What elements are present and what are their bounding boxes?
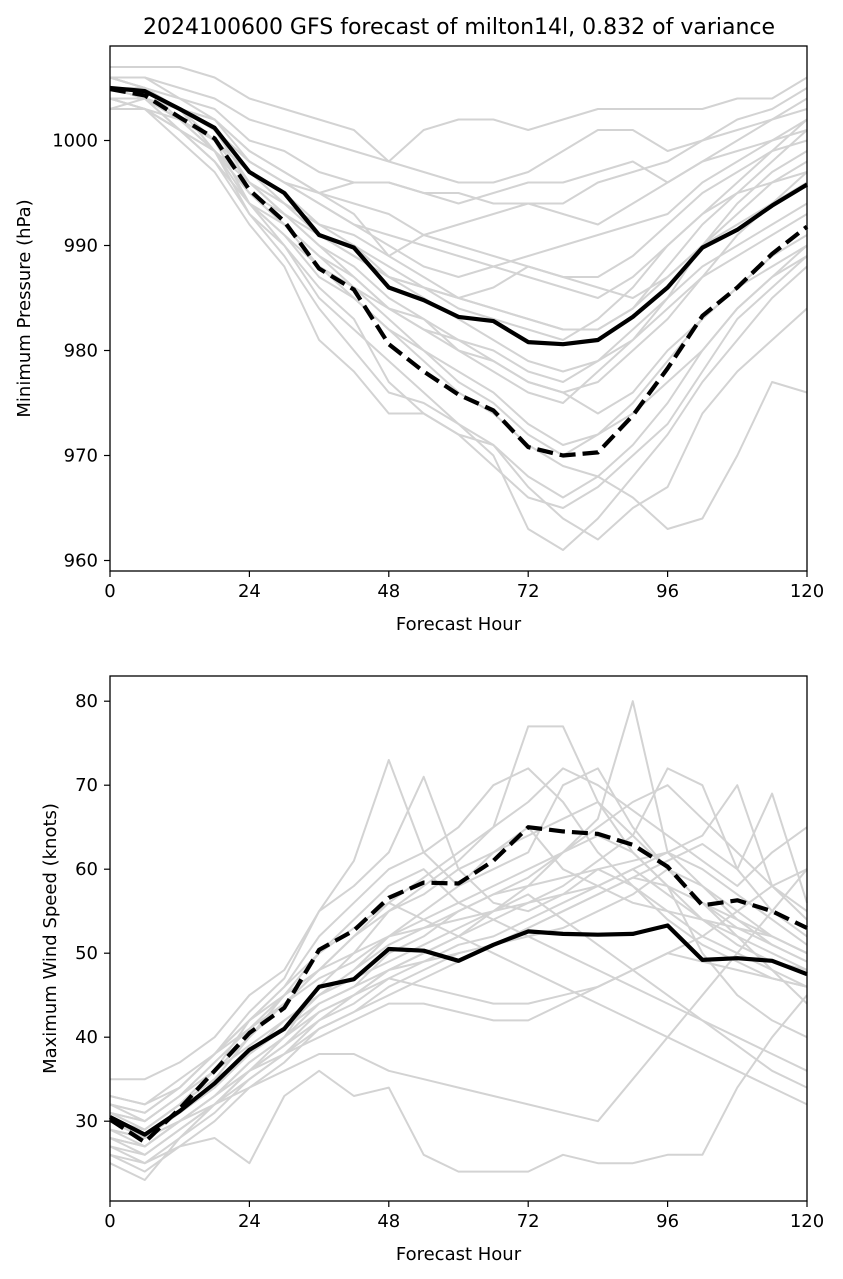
wind-ensemble-member-line [109, 784, 808, 1165]
pressure-ensemble-member-line [109, 97, 808, 257]
pressure-panel: 0 24 48 72 96 120 960 970 980 990 1000 Forecast Ho… [14, 45, 824, 635]
pressure-ticks: 0 24 48 72 96 120 960 970 980 990 1000 [52, 131, 824, 603]
pressure-y-tick-label: 990 [64, 236, 98, 257]
wind-ensemble-member-line [109, 834, 808, 1114]
wind-x-tick-label: 0 [104, 1211, 115, 1232]
pressure-x-tick-label: 0 [104, 581, 115, 602]
pressure-ensemble-member-line [109, 97, 808, 541]
pressure-x-tick-label: 24 [238, 581, 261, 602]
pressure-ensemble-member-line [109, 87, 808, 551]
wind-x-tick-label: 96 [656, 1211, 679, 1232]
wind-x-tick-label: 120 [790, 1211, 824, 1232]
wind-panel: 0 24 48 72 96 120 30 40 50 60 70 80 Forecast Hour M… [40, 675, 824, 1265]
pressure-ensemble-member-line [109, 97, 808, 341]
wind-ensemble-member-line [109, 784, 808, 1148]
wind-y-tick-label: 80 [75, 691, 98, 712]
pressure-solid-mean-line [109, 85, 809, 347]
wind-ensemble-member-line [109, 868, 808, 1131]
wind-ensemble-member-line [109, 868, 808, 1139]
pressure-x-tick-label: 96 [656, 581, 679, 602]
pressure-ensemble-member-line [110, 97, 808, 331]
pressure-y-tick-label: 1000 [52, 131, 98, 152]
wind-series-layer [108, 700, 808, 1181]
wind-ensemble-member-line [109, 801, 808, 1181]
wind-x-tick-label: 72 [517, 1211, 540, 1232]
pressure-dashed-mean-line [109, 87, 809, 458]
pressure-ensemble-member-line [109, 76, 808, 299]
wind-solid-mean-line [109, 923, 808, 1137]
wind-ticks: 0 24 48 72 96 120 30 40 50 60 70 80 [75, 691, 824, 1232]
wind-ensemble-member-line [109, 851, 808, 1139]
pressure-ensemble-member-line [109, 87, 808, 457]
pressure-ensemble-member-line [109, 76, 808, 415]
wind-x-tick-label: 48 [377, 1211, 400, 1232]
wind-axes-frame [109, 675, 808, 1202]
chart-title: 2024100600 GFS forecast of milton14l, 0.… [143, 15, 775, 40]
pressure-x-tick-label: 120 [790, 581, 824, 602]
pressure-y-axis-label: Minimum Pressure (hPa) [14, 199, 35, 417]
wind-ensemble-member-line [109, 893, 808, 1123]
pressure-y-tick-label: 960 [64, 551, 98, 572]
pressure-x-tick-label: 72 [517, 581, 540, 602]
wind-y-tick-label: 70 [75, 775, 98, 796]
wind-ensemble-member-line [109, 725, 808, 1131]
wind-ensemble-member-line [109, 994, 808, 1173]
pressure-ensemble-member-line [110, 108, 808, 394]
wind-y-axis-label: Maximum Wind Speed (knots) [40, 803, 61, 1074]
wind-y-tick-label: 50 [75, 943, 98, 964]
pressure-ensemble-member-line [110, 76, 808, 278]
wind-y-tick-label: 60 [75, 859, 98, 880]
wind-y-tick-label: 30 [75, 1111, 98, 1132]
pressure-x-tick-label: 48 [377, 581, 400, 602]
wind-ensemble-member-line [109, 868, 808, 1106]
pressure-ensemble-member-line [109, 87, 808, 383]
pressure-axes-frame [109, 45, 808, 572]
wind-ensemble-member-line [109, 767, 808, 1123]
wind-dashed-mean-line [108, 825, 808, 1145]
wind-x-axis-label: Forecast Hour [396, 1244, 522, 1265]
wind-x-tick-label: 24 [238, 1211, 261, 1232]
wind-ensemble-member-line [109, 876, 808, 1139]
wind-y-tick-label: 40 [75, 1027, 98, 1048]
wind-ensemble-member-line [109, 868, 808, 1156]
pressure-ensemble-member-line [110, 66, 808, 163]
wind-ensemble-member-line [109, 952, 808, 1148]
wind-ensemble-member-line [109, 792, 808, 1173]
pressure-y-tick-label: 980 [64, 341, 98, 362]
pressure-y-tick-label: 970 [64, 446, 98, 467]
pressure-x-axis-label: Forecast Hour [396, 614, 522, 635]
pressure-series-layer [109, 66, 809, 551]
pressure-ensemble-member-line [110, 76, 808, 184]
